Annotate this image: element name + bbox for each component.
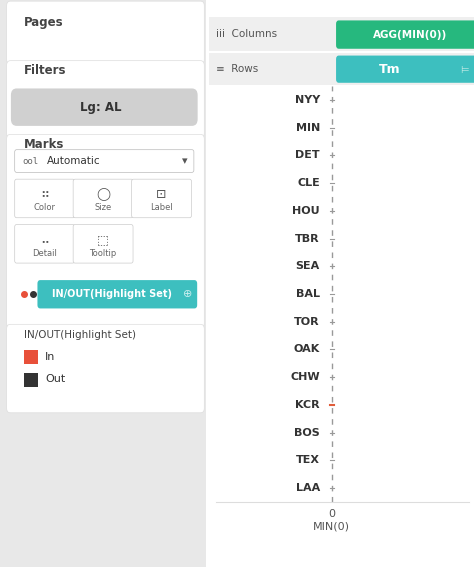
- Text: TOR: TOR: [294, 317, 320, 327]
- Text: TBR: TBR: [295, 234, 320, 244]
- FancyBboxPatch shape: [7, 324, 204, 413]
- Text: BAL: BAL: [296, 289, 320, 299]
- Text: NYY: NYY: [295, 95, 320, 105]
- Text: ⊕: ⊕: [183, 289, 193, 299]
- Text: Pages: Pages: [24, 16, 64, 29]
- Text: ▾: ▾: [182, 156, 188, 166]
- Bar: [24, 350, 38, 364]
- Text: Lg: AL: Lg: AL: [80, 101, 121, 113]
- Text: IN/OUT(Highlight Set): IN/OUT(Highlight Set): [52, 289, 172, 299]
- Text: MIN(0): MIN(0): [313, 522, 350, 532]
- Text: ◯: ◯: [96, 188, 110, 201]
- FancyBboxPatch shape: [7, 134, 204, 328]
- Text: Out: Out: [45, 374, 65, 384]
- Bar: [209, 53, 474, 85]
- Bar: [209, 17, 474, 51]
- Text: ool: ool: [23, 156, 39, 166]
- FancyBboxPatch shape: [15, 150, 194, 172]
- FancyBboxPatch shape: [132, 179, 191, 218]
- Text: BOS: BOS: [294, 428, 320, 438]
- FancyBboxPatch shape: [15, 225, 74, 263]
- Text: Marks: Marks: [24, 138, 64, 151]
- Text: Size: Size: [94, 204, 112, 213]
- FancyBboxPatch shape: [73, 179, 133, 218]
- Bar: [24, 373, 38, 387]
- FancyBboxPatch shape: [7, 1, 204, 64]
- Text: ⊡: ⊡: [156, 188, 167, 201]
- Text: Detail: Detail: [32, 249, 57, 258]
- Text: ⠤: ⠤: [40, 233, 49, 246]
- Text: DET: DET: [295, 150, 320, 160]
- FancyBboxPatch shape: [73, 225, 133, 263]
- Text: In: In: [45, 352, 55, 362]
- Text: SEA: SEA: [296, 261, 320, 271]
- Text: LAA: LAA: [296, 483, 320, 493]
- Text: ⬚: ⬚: [97, 233, 109, 246]
- FancyBboxPatch shape: [336, 20, 474, 49]
- Text: Color: Color: [34, 204, 55, 213]
- Text: CLE: CLE: [297, 178, 320, 188]
- Text: ⊨: ⊨: [460, 65, 469, 75]
- Text: MIN: MIN: [296, 122, 320, 133]
- Text: Automatic: Automatic: [47, 156, 101, 166]
- Text: ≡  Rows: ≡ Rows: [216, 64, 258, 74]
- Text: ⠶: ⠶: [40, 188, 49, 201]
- Text: Tooltip: Tooltip: [90, 249, 117, 258]
- Text: TEX: TEX: [296, 455, 320, 466]
- Text: KCR: KCR: [295, 400, 320, 410]
- Text: Label: Label: [150, 204, 173, 213]
- FancyBboxPatch shape: [37, 280, 197, 308]
- Text: AGG(MIN(0)): AGG(MIN(0)): [373, 29, 447, 40]
- FancyBboxPatch shape: [11, 88, 198, 126]
- Text: HOU: HOU: [292, 206, 320, 216]
- Text: OAK: OAK: [294, 344, 320, 354]
- Text: Filters: Filters: [24, 65, 66, 77]
- Bar: [206, 0, 474, 567]
- Text: Tm: Tm: [379, 64, 401, 76]
- Text: IN/OUT(Highlight Set): IN/OUT(Highlight Set): [24, 329, 136, 340]
- Text: 0: 0: [328, 509, 335, 519]
- FancyBboxPatch shape: [7, 61, 204, 138]
- FancyBboxPatch shape: [15, 179, 74, 218]
- FancyBboxPatch shape: [336, 56, 474, 83]
- Text: CHW: CHW: [290, 372, 320, 382]
- Text: iii  Columns: iii Columns: [216, 29, 277, 39]
